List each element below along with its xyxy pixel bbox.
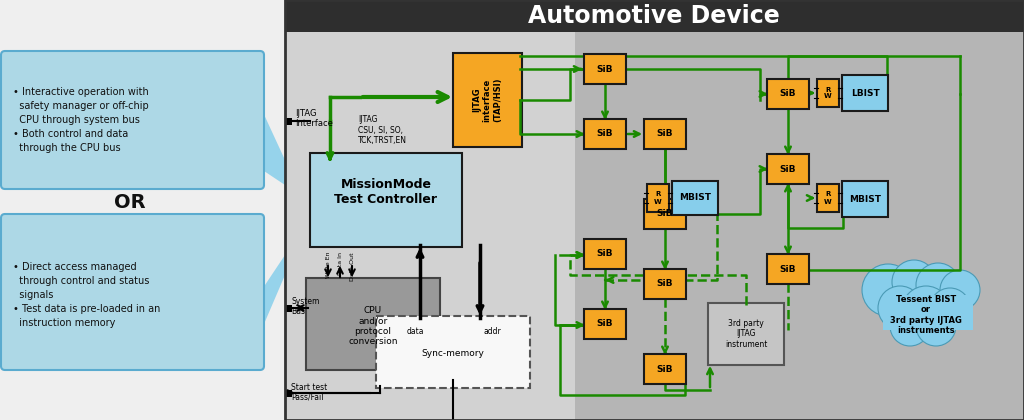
Text: Sync-memory: Sync-memory bbox=[422, 349, 484, 357]
FancyBboxPatch shape bbox=[584, 309, 626, 339]
Text: Write En: Write En bbox=[326, 252, 331, 278]
Text: IJTAG: IJTAG bbox=[295, 108, 316, 118]
FancyBboxPatch shape bbox=[842, 75, 888, 111]
Text: R
W: R W bbox=[824, 87, 831, 100]
FancyBboxPatch shape bbox=[1, 51, 264, 189]
Text: Tessent BIST
or
3rd party IJTAG
instruments: Tessent BIST or 3rd party IJTAG instrume… bbox=[890, 295, 962, 335]
Bar bbox=[285, 32, 575, 420]
FancyBboxPatch shape bbox=[644, 119, 686, 149]
Circle shape bbox=[916, 263, 961, 307]
FancyBboxPatch shape bbox=[584, 54, 626, 84]
Bar bbox=[575, 32, 1024, 420]
Bar bbox=[285, 118, 292, 125]
Bar bbox=[285, 305, 292, 312]
FancyBboxPatch shape bbox=[672, 181, 718, 215]
FancyBboxPatch shape bbox=[306, 278, 440, 370]
Text: SiB: SiB bbox=[656, 210, 673, 218]
Text: Start test: Start test bbox=[291, 383, 328, 391]
Text: Interface: Interface bbox=[295, 120, 333, 129]
Circle shape bbox=[890, 306, 930, 346]
Text: 3rd party
IJTAG
instrument: 3rd party IJTAG instrument bbox=[725, 319, 767, 349]
Text: Pass/Fail: Pass/Fail bbox=[291, 393, 324, 402]
FancyBboxPatch shape bbox=[817, 79, 839, 107]
Text: SiB: SiB bbox=[779, 89, 797, 99]
Text: OR: OR bbox=[115, 192, 145, 212]
Text: R
W: R W bbox=[654, 192, 662, 205]
Text: Bus: Bus bbox=[291, 307, 305, 317]
Polygon shape bbox=[255, 95, 285, 185]
FancyBboxPatch shape bbox=[647, 184, 669, 212]
Text: CPU
and/or
protocol
conversion: CPU and/or protocol conversion bbox=[348, 306, 397, 346]
Text: • Interactive operation with
  safety manager or off-chip
  CPU through system b: • Interactive operation with safety mana… bbox=[13, 87, 148, 153]
FancyBboxPatch shape bbox=[584, 119, 626, 149]
Circle shape bbox=[862, 264, 914, 316]
Text: SiB: SiB bbox=[656, 279, 673, 289]
Text: Data Out: Data Out bbox=[349, 252, 354, 281]
Text: SiB: SiB bbox=[779, 265, 797, 273]
FancyBboxPatch shape bbox=[1, 214, 264, 370]
FancyBboxPatch shape bbox=[817, 184, 839, 212]
Polygon shape bbox=[255, 255, 285, 345]
Text: data: data bbox=[407, 328, 424, 336]
Text: SiB: SiB bbox=[779, 165, 797, 173]
Text: SiB: SiB bbox=[656, 365, 673, 373]
Circle shape bbox=[878, 286, 922, 330]
Text: SiB: SiB bbox=[597, 249, 613, 258]
Text: MissionMode
Test Controller: MissionMode Test Controller bbox=[335, 178, 437, 206]
Bar bbox=[285, 0, 1024, 32]
FancyBboxPatch shape bbox=[376, 316, 530, 388]
Circle shape bbox=[892, 260, 936, 304]
Text: IJTAG
CSU, SI, SO,
TCK,TRST,EN: IJTAG CSU, SI, SO, TCK,TRST,EN bbox=[358, 115, 407, 145]
Bar bbox=[285, 0, 1024, 420]
Circle shape bbox=[916, 306, 956, 346]
Circle shape bbox=[902, 286, 950, 334]
Circle shape bbox=[930, 288, 970, 328]
Text: Data In: Data In bbox=[338, 252, 342, 275]
FancyBboxPatch shape bbox=[453, 53, 522, 147]
FancyBboxPatch shape bbox=[644, 354, 686, 384]
Bar bbox=[883, 295, 973, 330]
Text: IJTAG
interface
(TAP/HSI): IJTAG interface (TAP/HSI) bbox=[472, 78, 502, 122]
Text: LBIST: LBIST bbox=[851, 89, 880, 97]
FancyBboxPatch shape bbox=[767, 254, 809, 284]
Text: SiB: SiB bbox=[597, 65, 613, 73]
Text: MBIST: MBIST bbox=[679, 194, 711, 202]
Text: addr: addr bbox=[483, 328, 501, 336]
FancyBboxPatch shape bbox=[310, 153, 462, 247]
Text: Automotive Device: Automotive Device bbox=[528, 4, 780, 28]
Text: SiB: SiB bbox=[597, 320, 613, 328]
Text: SiB: SiB bbox=[597, 129, 613, 139]
FancyBboxPatch shape bbox=[644, 269, 686, 299]
Text: • Direct access managed
  through control and status
  signals
• Test data is pr: • Direct access managed through control … bbox=[13, 262, 161, 328]
Text: MBIST: MBIST bbox=[849, 194, 881, 204]
Bar bbox=[0, 0, 285, 420]
Circle shape bbox=[940, 270, 980, 310]
FancyBboxPatch shape bbox=[767, 79, 809, 109]
FancyBboxPatch shape bbox=[584, 239, 626, 269]
Text: R
W: R W bbox=[824, 192, 831, 205]
FancyBboxPatch shape bbox=[708, 303, 784, 365]
FancyBboxPatch shape bbox=[644, 199, 686, 229]
FancyBboxPatch shape bbox=[842, 181, 888, 217]
Bar bbox=[285, 390, 292, 397]
Text: SiB: SiB bbox=[656, 129, 673, 139]
FancyBboxPatch shape bbox=[767, 154, 809, 184]
Text: System: System bbox=[291, 297, 319, 307]
